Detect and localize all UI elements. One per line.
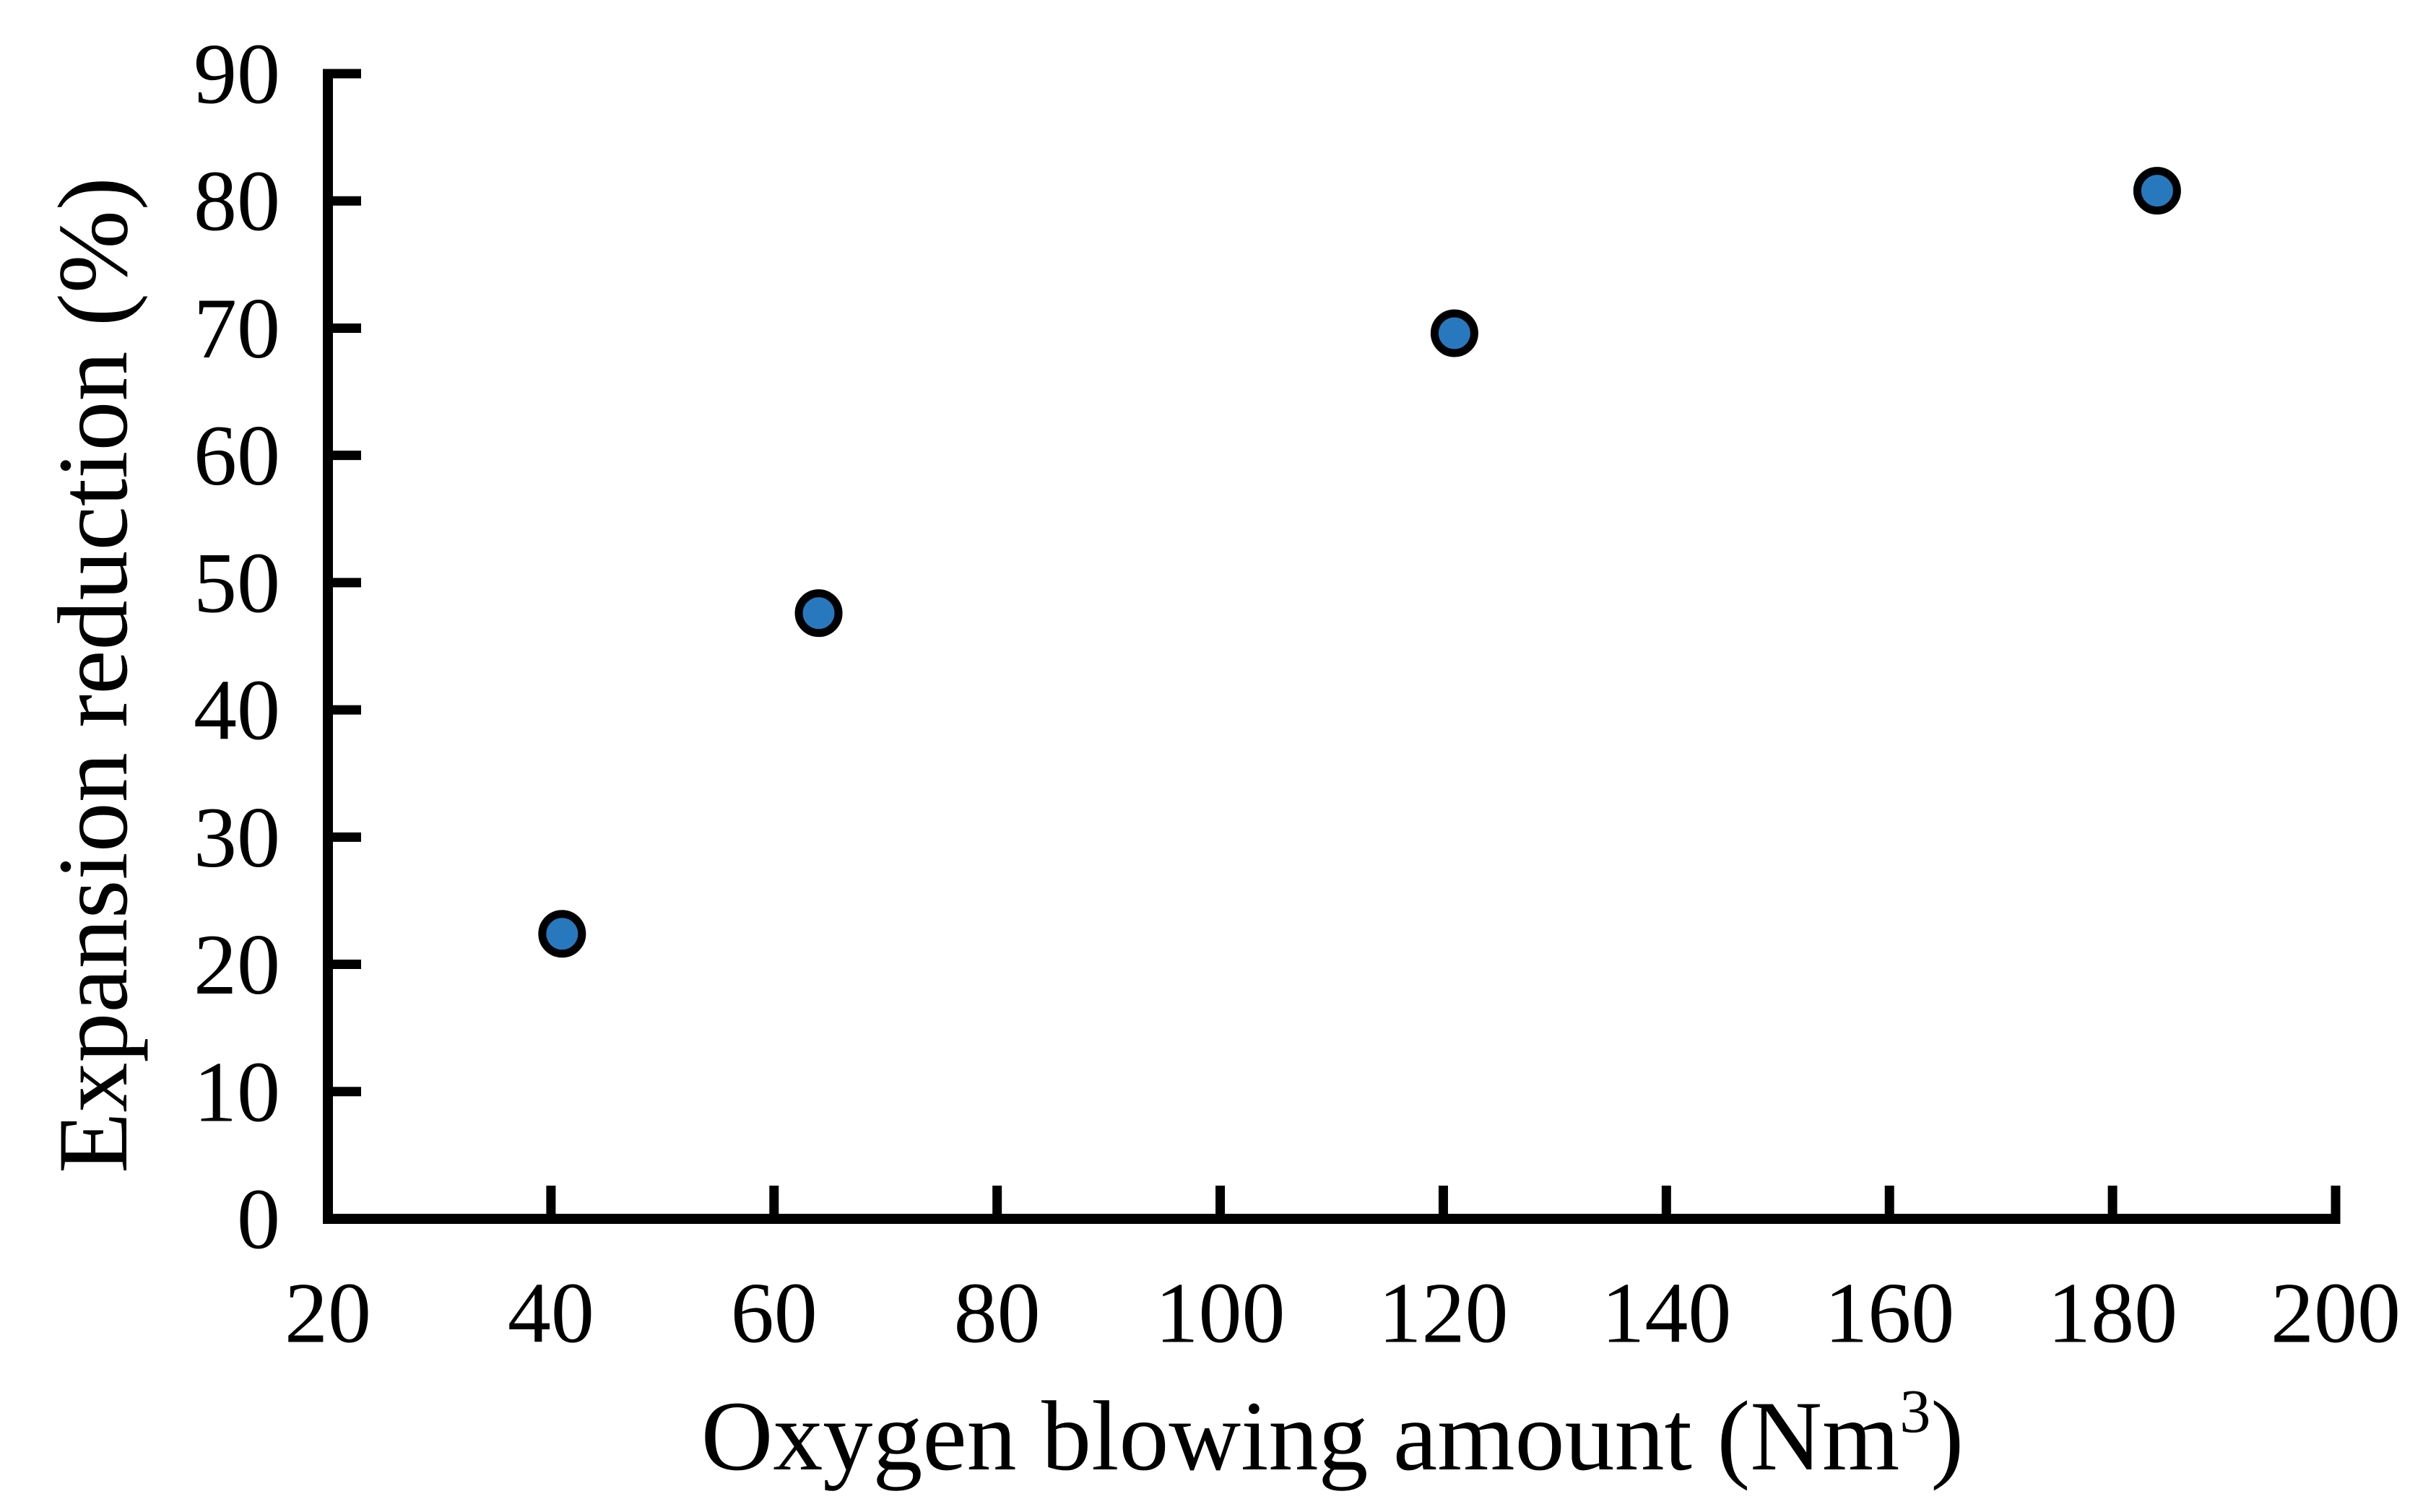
x-tick-label: 140	[1601, 1265, 1731, 1361]
x-tick-label: 120	[1378, 1265, 1508, 1361]
x-tick-label: 200	[2271, 1265, 2401, 1361]
x-tick-label: 160	[1824, 1265, 1954, 1361]
y-tick-label: 50	[194, 534, 280, 630]
x-tick-label: 80	[954, 1265, 1041, 1361]
y-tick-label: 40	[194, 662, 280, 758]
data-points	[538, 167, 2181, 958]
data-point	[538, 910, 586, 958]
y-tick-label: 90	[194, 26, 280, 122]
data-point	[794, 589, 843, 638]
y-tick-label: 60	[194, 407, 280, 503]
y-tick-label: 30	[194, 789, 280, 885]
y-tick-label: 10	[194, 1043, 280, 1139]
x-axis-title: Oxygen blowing amount (Nm3)	[701, 1376, 1964, 1491]
y-tick-label: 70	[194, 280, 280, 376]
x-tick-label: 100	[1156, 1265, 1286, 1361]
data-point	[2133, 167, 2181, 215]
x-tick-label: 40	[508, 1265, 594, 1361]
y-tick-label: 20	[194, 916, 280, 1012]
y-tick-label: 0	[237, 1171, 280, 1267]
tick-labels: 20 40 60 80 100 120 140 160 180 200 0 10 20 30 40 50 60 7…	[194, 26, 2401, 1361]
axes	[323, 69, 2341, 1224]
y-tick-label: 80	[194, 153, 280, 249]
x-tick-label: 180	[2047, 1265, 2177, 1361]
x-tick-label: 60	[731, 1265, 818, 1361]
tick-marks	[328, 69, 2341, 1219]
y-axis-title: Expansion reduction (%)	[38, 177, 148, 1173]
data-point	[1430, 309, 1478, 357]
x-tick-label: 20	[285, 1265, 371, 1361]
